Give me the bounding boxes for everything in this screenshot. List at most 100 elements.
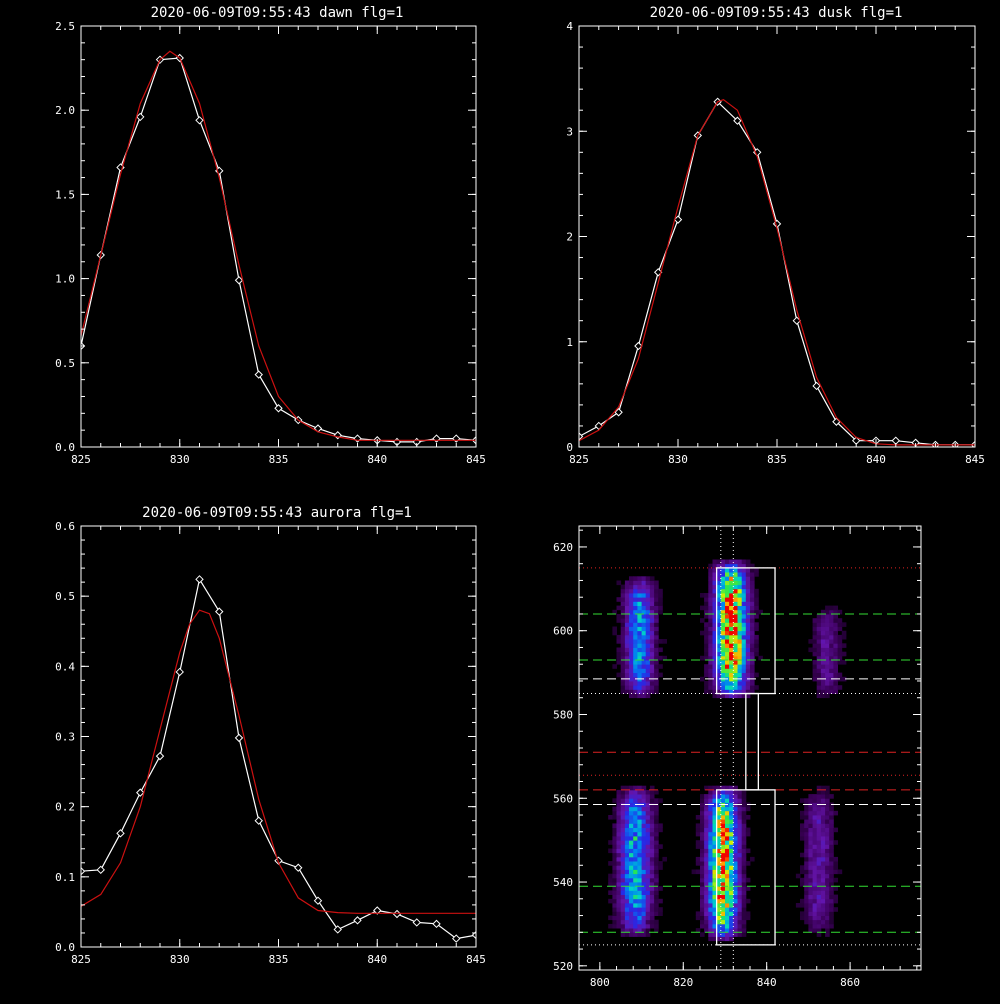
heatmap-cell — [624, 819, 630, 824]
heatmap-cell — [649, 626, 655, 632]
heatmap-cell — [629, 789, 634, 795]
heatmap-cell — [637, 584, 642, 590]
heatmap-cell — [695, 869, 701, 875]
heatmap-cell — [645, 664, 651, 669]
heatmap-cell — [712, 664, 718, 669]
heatmap-cell — [829, 647, 834, 653]
heatmap-cell — [716, 789, 722, 795]
heatmap-cell — [837, 639, 843, 644]
heatmap-cell — [825, 815, 830, 820]
y-tick-label: 0.6 — [55, 520, 75, 533]
heatmap-cell — [720, 651, 726, 657]
heatmap-cell — [637, 877, 642, 883]
heatmap-cell — [720, 580, 726, 586]
heatmap-cell — [624, 601, 630, 606]
heatmap-cell — [637, 794, 642, 799]
heatmap-cell — [820, 869, 826, 875]
heatmap-cell — [745, 668, 751, 673]
heatmap-cell — [658, 907, 663, 912]
heatmap-cell — [804, 890, 809, 895]
heatmap-cell — [745, 576, 751, 581]
heatmap-cell — [808, 919, 813, 925]
heatmap-cell — [741, 907, 747, 912]
heatmap-cell — [629, 643, 634, 648]
heatmap-cell — [750, 655, 755, 661]
heatmap-cell — [829, 614, 834, 619]
heatmap-cell — [620, 601, 626, 606]
heatmap-cell — [829, 869, 834, 875]
heatmap-cell — [654, 685, 659, 690]
heatmap-cell — [833, 810, 838, 816]
heatmap-cell — [700, 932, 705, 937]
heatmap-cell — [629, 626, 634, 632]
heatmap-cell — [725, 685, 730, 690]
heatmap-cell — [649, 861, 655, 866]
heatmap-cell — [737, 861, 743, 866]
heatmap-cell — [800, 877, 805, 883]
heatmap-cell — [829, 919, 834, 925]
heatmap-cell — [733, 898, 738, 904]
heatmap-cell — [629, 614, 634, 619]
heatmap-cell — [716, 618, 722, 623]
heatmap-cell — [629, 923, 634, 929]
heatmap-cell — [641, 626, 647, 632]
data-point — [155, 751, 165, 761]
heatmap-cell — [808, 890, 813, 895]
heatmap-cell — [829, 852, 834, 858]
heatmap-cell — [733, 609, 738, 615]
heatmap-cell — [645, 915, 651, 921]
heatmap-cell — [708, 601, 713, 606]
heatmap-cell — [649, 584, 655, 590]
heatmap-cell — [637, 815, 642, 820]
heatmap-cell — [737, 559, 743, 565]
heatmap-cell — [633, 588, 638, 594]
heatmap-cell — [641, 580, 647, 586]
heatmap-cell — [629, 622, 634, 627]
heatmap-cell — [637, 618, 642, 623]
heatmap-cell — [729, 923, 734, 929]
heatmap-cell — [733, 693, 738, 699]
heatmap-cell — [829, 894, 834, 900]
heatmap-cell — [620, 614, 626, 619]
heatmap-cell — [633, 873, 638, 879]
heatmap-cell — [729, 848, 734, 854]
heatmap-cell — [825, 643, 830, 648]
heatmap-cell — [712, 580, 718, 586]
heatmap-cell — [741, 928, 747, 933]
heatmap-cell — [808, 882, 813, 887]
heatmap-cell — [645, 919, 651, 925]
heatmap-cell — [649, 852, 655, 858]
heatmap-cell — [637, 609, 642, 615]
heatmap-cell — [808, 810, 813, 816]
heatmap-cell — [629, 919, 634, 925]
heatmap-cell — [725, 852, 730, 858]
heatmap-cell — [712, 672, 718, 678]
heatmap-cell — [645, 932, 651, 937]
heatmap-cell — [641, 605, 647, 611]
heatmap-cell — [624, 664, 630, 669]
heatmap-cell — [720, 559, 726, 565]
heatmap-cell — [750, 647, 755, 653]
heatmap-cell — [841, 634, 847, 640]
heatmap-cell — [658, 655, 663, 661]
heatmap-cell — [649, 915, 655, 921]
heatmap-cell — [745, 861, 751, 866]
heatmap-cell — [816, 789, 822, 795]
heatmap-cell — [750, 660, 755, 665]
heatmap-cell — [825, 634, 830, 640]
heatmap-cell — [616, 882, 622, 887]
heatmap-cell — [804, 827, 809, 833]
heatmap-cell — [829, 844, 834, 849]
heatmap-cell — [737, 639, 743, 644]
heatmap-cell — [708, 660, 713, 665]
heatmap-cell — [741, 806, 747, 812]
heatmap-cell — [637, 622, 642, 627]
heatmap-cell — [645, 609, 651, 615]
heatmap-cell — [624, 651, 630, 657]
heatmap-cell — [629, 785, 634, 791]
heatmap-cell — [712, 647, 718, 653]
heatmap-cell — [629, 672, 634, 678]
heatmap-cell — [629, 655, 634, 661]
heatmap-cell — [750, 856, 755, 862]
heatmap-cell — [808, 819, 813, 824]
